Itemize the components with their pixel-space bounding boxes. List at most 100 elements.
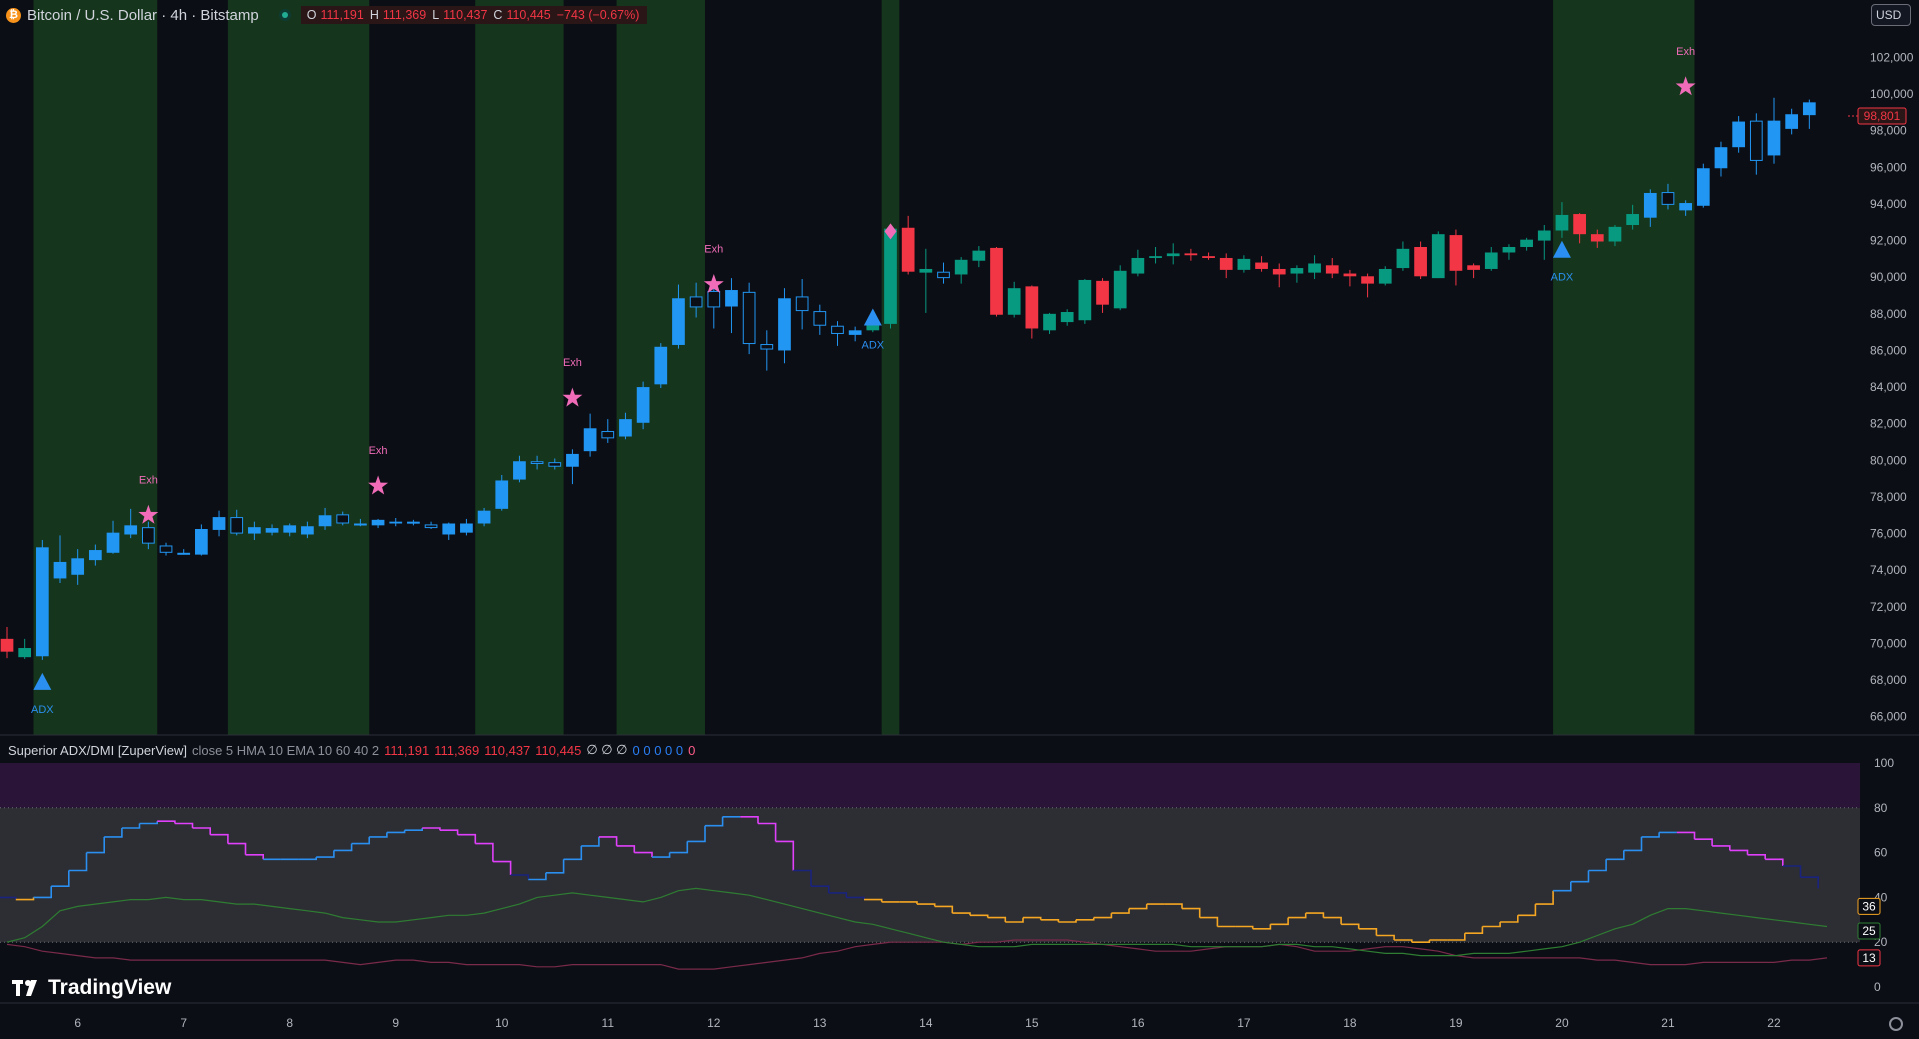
indicator-legend[interactable]: Superior ADX/DMI [ZuperView] close 5 HMA… — [8, 742, 695, 758]
exhaustion-label: Exh — [139, 474, 158, 486]
symbol-header: ₿ Bitcoin / U.S. Dollar · 4h · Bitstamp … — [6, 4, 648, 26]
adx-step-segment — [1182, 907, 1201, 918]
indicator-value-label: 13 — [1862, 951, 1876, 965]
adx-signal-triangle — [33, 672, 52, 690]
candle-body — [1431, 234, 1445, 279]
tradingview-logo[interactable]: TradingView — [12, 976, 171, 1000]
adx-step-segment — [705, 816, 724, 827]
open-key: O — [306, 8, 317, 22]
low-key: L — [432, 8, 440, 22]
candle-body — [177, 552, 191, 555]
bitcoin-icon: ₿ — [6, 7, 21, 23]
candle-body — [1802, 102, 1816, 116]
adx-step-segment — [581, 836, 600, 847]
symbol-title[interactable]: Bitcoin / U.S. Dollar · 4h · Bitstamp — [27, 6, 259, 24]
candle-body — [566, 453, 579, 467]
candle-body — [848, 330, 862, 335]
exhaustion-label: Exh — [704, 244, 723, 256]
adx-step-segment — [775, 840, 795, 871]
candle-body — [248, 527, 261, 534]
indicator-tick-label: 80 — [1874, 801, 1888, 815]
candle-body — [1113, 270, 1127, 309]
date-tick-label: 16 — [1131, 1016, 1145, 1030]
settings-icon[interactable] — [1889, 1017, 1903, 1031]
candle-body — [460, 523, 473, 533]
currency-selector[interactable]: USD — [1871, 4, 1911, 26]
indicator-value-3: 110,437 — [484, 742, 531, 758]
price-tick-label: 80,000 — [1870, 453, 1907, 467]
adx-step-segment — [563, 845, 583, 861]
candle-body — [1060, 312, 1074, 323]
date-tick-label: 8 — [286, 1016, 293, 1030]
candle-body — [1661, 192, 1675, 205]
date-tick-label: 19 — [1449, 1016, 1463, 1030]
candle-body — [795, 296, 809, 312]
candle-body — [389, 521, 403, 524]
candle-body — [1131, 257, 1145, 274]
reversal-diamond — [884, 223, 897, 240]
indicator-zero-red: 0 — [688, 742, 696, 758]
trend-band — [475, 0, 564, 735]
price-tick-label: 70,000 — [1870, 636, 1907, 650]
candle-body — [725, 290, 738, 307]
indicator-tick-label: 0 — [1874, 980, 1881, 994]
adx-step-segment — [616, 845, 636, 853]
candle-body — [1025, 286, 1039, 329]
adx-step-segment — [1323, 916, 1342, 925]
adx-step-segment — [1358, 928, 1378, 936]
date-tick-label: 13 — [813, 1016, 827, 1030]
candle-body — [318, 515, 332, 527]
brand-name: TradingView — [48, 976, 172, 999]
exhaustion-label: Exh — [369, 445, 388, 457]
price-tick-label: 74,000 — [1870, 563, 1907, 577]
adx-signal-label: ADX — [1551, 272, 1574, 284]
adx-step-segment — [528, 872, 547, 881]
candle-body — [71, 558, 85, 575]
adx-step-segment — [1129, 904, 1148, 910]
price-tick-label: 68,000 — [1870, 673, 1907, 687]
candle-body — [636, 387, 650, 423]
adx-step-segment — [1623, 836, 1643, 852]
date-tick-label: 20 — [1555, 1016, 1569, 1030]
adx-step-segment — [1729, 849, 1749, 855]
candle-body — [901, 227, 915, 272]
candle-body — [230, 517, 244, 534]
adx-step-segment — [1588, 859, 1607, 872]
adx-step-segment — [934, 905, 954, 914]
candle-body — [954, 259, 968, 275]
adx-step-segment — [333, 843, 353, 852]
candle-body — [1096, 280, 1109, 305]
adx-step-segment — [1676, 831, 1696, 840]
candle-body — [1378, 268, 1392, 284]
adx-step-segment — [758, 822, 777, 842]
adx-step-segment — [1782, 865, 1802, 878]
candle-body — [619, 419, 632, 437]
candle-body — [530, 461, 544, 464]
candle-body — [1414, 246, 1427, 277]
price-tick-label: 78,000 — [1870, 490, 1907, 504]
candle-body — [1696, 168, 1710, 206]
candle-body — [707, 290, 721, 308]
price-tick-label: 86,000 — [1870, 343, 1907, 357]
adx-step-segment — [457, 833, 477, 844]
indicator-name[interactable]: Superior ADX/DMI [ZuperView] — [8, 742, 187, 758]
adx-step-segment — [1111, 908, 1130, 914]
adx-step-segment — [793, 869, 812, 887]
candle-body — [212, 517, 226, 530]
indicator-params: close 5 HMA 10 EMA 10 60 40 2 — [191, 742, 380, 758]
candle-body — [53, 561, 67, 579]
candle-body — [1520, 239, 1533, 247]
candle-body — [1202, 256, 1215, 258]
candle-body — [407, 521, 420, 524]
exhaustion-label: Exh — [1676, 46, 1695, 58]
candle-body — [1184, 253, 1198, 256]
candle-body — [866, 323, 880, 331]
adx-step-segment — [1535, 890, 1554, 905]
price-tick-label: 72,000 — [1870, 600, 1907, 614]
candle-body — [106, 532, 120, 553]
open-value: 111,191 — [320, 8, 364, 22]
candle-body — [18, 648, 32, 658]
candle-body — [195, 528, 208, 555]
price-tick-label: 94,000 — [1870, 197, 1907, 211]
